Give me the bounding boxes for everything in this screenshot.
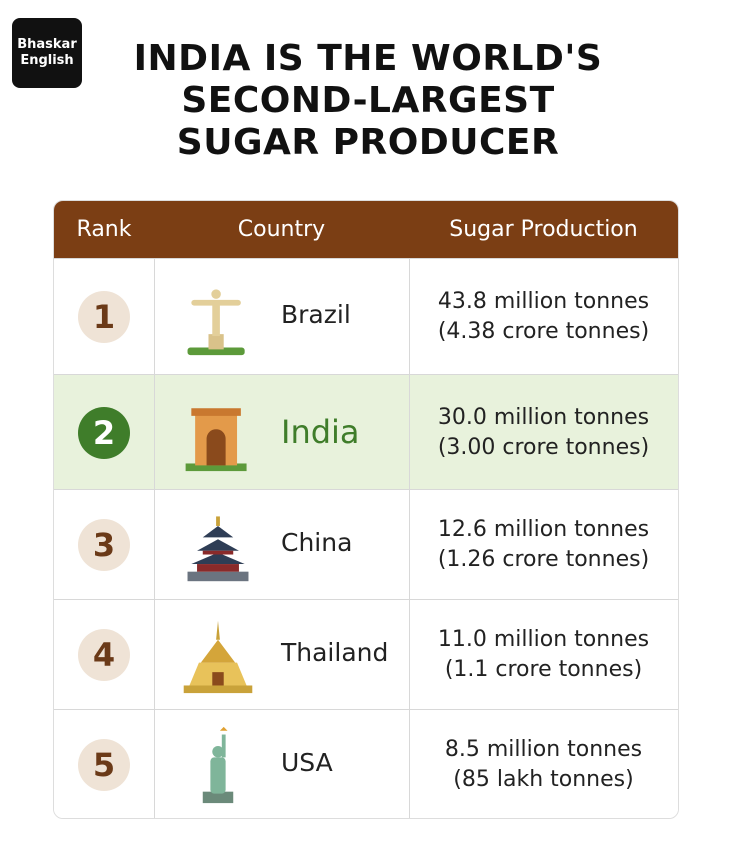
production-value: 12.6 million tonnes [437,517,650,542]
country-name: Thailand [281,638,389,667]
title: INDIA IS THE WORLD'S [133,38,603,79]
country-cell: China [154,490,409,600]
country-name: Brazil [281,300,351,329]
production-cell: 8.5 million tonnes (85 lakh tonnes) [409,710,678,818]
production-value: 30.0 million tonnes [437,404,650,430]
rank-badge: 5 [78,738,130,791]
column-separator [154,259,155,375]
rank-badge: 3 [78,519,130,571]
landmark-icon [185,407,247,471]
rank-cell: 5 [54,710,154,818]
column-separator [409,375,410,490]
production-cell: 11.0 million tonnes (1.1 crore tonnes) [409,600,678,710]
column-separator [409,600,410,710]
table-row: 3 China 12.6 million tonnes (1.26 crore ton… [54,489,678,600]
title: SUGAR PRODUCER [176,122,560,163]
rank-badge: 4 [78,629,130,681]
production-value: 8.5 million tonnes [444,736,643,762]
production-value: (85 lakh tonnes) [453,766,634,792]
rank-badge: 1 [78,291,130,343]
column-separator [409,490,410,600]
production-value: (3.00 crore tonnes) [437,434,650,460]
rank-cell: 1 [54,259,154,375]
column-separator [409,259,410,375]
production-cell: 30.0 million tonnes (3.00 crore tonnes) [409,375,678,490]
production-cell: 43.8 million tonnes (4.38 crore tonnes) [409,259,678,375]
country-cell: Brazil [154,259,409,375]
country-cell: India [154,375,409,490]
header-cell: Sugar Production [409,201,678,258]
production-value: 43.8 million tonnes [437,289,650,314]
logo-text: Bhaskar [17,37,77,52]
country-cell: Thailand [154,600,409,710]
header-cell: Country [154,201,409,258]
column-separator [154,490,155,600]
logo-text: English [20,53,74,68]
column-separator [154,375,155,490]
production-value: 11.0 million tonnes [437,627,650,652]
logo: Bhaskar English [12,18,82,88]
rank-cell: 4 [54,600,154,710]
country-name: China [281,528,353,557]
country-cell: USA [154,710,409,818]
table-row: 4 Thailand 11.0 million tonnes (1.1 crore t… [54,599,678,710]
title: SECOND-LARGEST [181,80,555,121]
production-cell: 12.6 million tonnes (1.26 crore tonnes) [409,490,678,600]
landmark-icon [187,516,249,582]
table-row: 5 USA 8.5 million tonnes (85 lakh tonnes) [54,709,678,818]
landmark-icon [202,726,234,803]
rank-badge: 2 [78,406,130,459]
table: Rank Country Sugar Production 1 Brazil 43.8 m… [53,200,679,819]
landmark-icon [183,620,253,694]
header-cell: Rank [54,201,154,258]
country-name: USA [281,747,333,777]
landmark-icon [187,289,245,356]
column-separator [154,600,155,710]
production-value: (4.38 crore tonnes) [437,319,650,344]
column-separator [409,710,410,818]
production-value: (1.1 crore tonnes) [444,657,643,682]
rank-cell: 2 [54,375,154,490]
country-name: India [281,412,360,451]
table-row: 2 India 30.0 million tonnes (3.00 crore ton… [54,374,678,490]
production-value: (1.26 crore tonnes) [437,547,650,572]
rank-cell: 3 [54,490,154,600]
table-row: 1 Brazil 43.8 million tonnes (4.38 crore to… [54,258,678,375]
column-separator [154,710,155,818]
